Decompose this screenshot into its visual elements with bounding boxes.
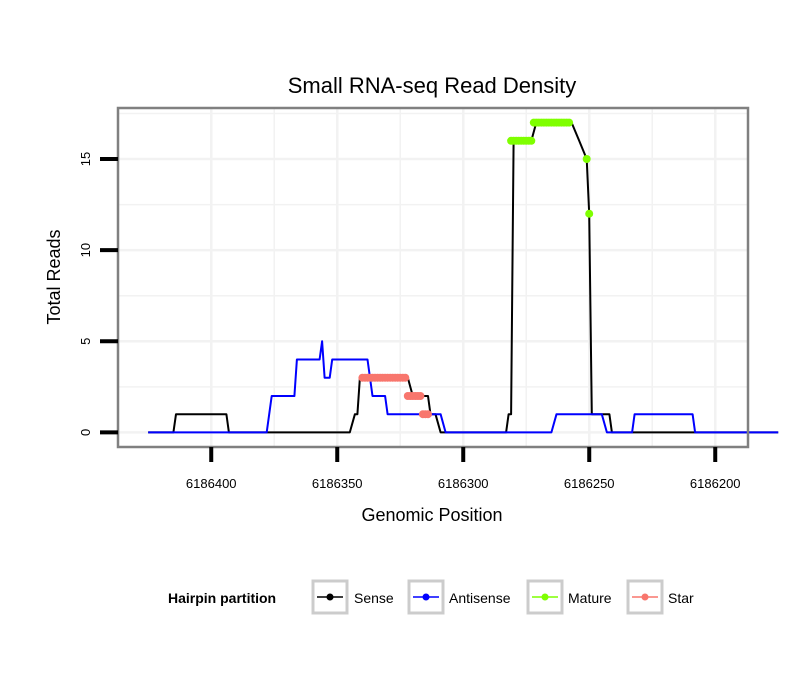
y-tick-label: 0 xyxy=(78,429,93,436)
x-axis-label: Genomic Position xyxy=(361,505,502,525)
x-tick-label: 6186250 xyxy=(564,476,615,491)
point-mature xyxy=(585,209,594,218)
point-star xyxy=(401,373,410,382)
series-layer xyxy=(148,118,779,434)
legend-item-star: Star xyxy=(626,579,694,615)
series-line-sense xyxy=(148,121,779,434)
legend-item-mature: Mature xyxy=(526,579,612,615)
legend-point-sense xyxy=(326,593,334,601)
legend: Hairpin partition Sense Antisense Mature xyxy=(168,579,694,615)
legend-point-antisense xyxy=(422,593,430,601)
legend-label-mature: Mature xyxy=(568,590,612,606)
plot-border xyxy=(116,106,750,449)
point-mature xyxy=(565,118,574,127)
legend-point-star xyxy=(641,593,649,601)
legend-point-mature xyxy=(541,593,549,601)
series-line-antisense xyxy=(148,340,779,434)
y-axis-label: Total Reads xyxy=(44,229,64,324)
point-star xyxy=(424,410,432,419)
legend-label-sense: Sense xyxy=(354,590,394,606)
legend-label-antisense: Antisense xyxy=(449,590,511,606)
y-tick-label: 5 xyxy=(78,338,93,345)
plot-panel xyxy=(118,108,748,447)
x-tick-label: 6186300 xyxy=(438,476,489,491)
point-mature xyxy=(527,136,536,145)
legend-title: Hairpin partition xyxy=(168,590,276,606)
x-tick-label: 6186200 xyxy=(690,476,741,491)
legend-label-star: Star xyxy=(668,590,694,606)
x-axis: 6186400 6186350 6186300 6186250 6186200 xyxy=(186,447,741,491)
x-tick-label: 6186400 xyxy=(186,476,237,491)
y-axis: 0 5 10 15 xyxy=(78,152,118,436)
point-star xyxy=(416,392,425,400)
legend-item-sense: Sense xyxy=(311,579,394,615)
point-mature xyxy=(582,155,591,163)
x-tick-label: 6186350 xyxy=(312,476,363,491)
y-tick-label: 10 xyxy=(78,243,93,257)
y-tick-label: 15 xyxy=(78,152,93,166)
legend-item-antisense: Antisense xyxy=(407,579,511,615)
chart-title: Small RNA-seq Read Density xyxy=(288,73,577,98)
